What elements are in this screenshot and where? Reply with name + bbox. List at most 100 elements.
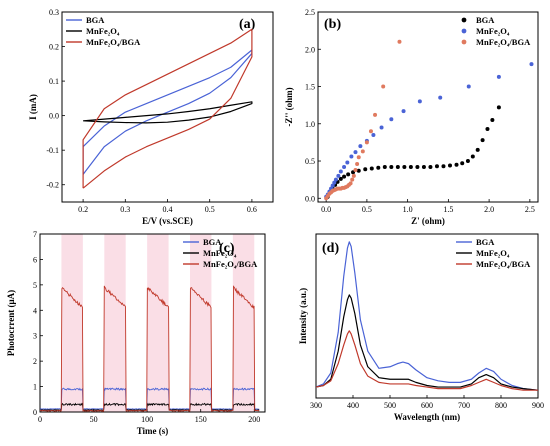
legend-label: MnFe₂O₄/BGA: [476, 37, 531, 47]
data-point: [397, 39, 402, 44]
data-point: [382, 164, 387, 169]
x-tick-label: 300: [310, 401, 322, 410]
x-tick-label: 0.3: [120, 205, 130, 214]
data-point: [465, 159, 470, 164]
y-tick-label: 7: [33, 230, 37, 239]
legend-label: BGA: [476, 237, 495, 247]
data-point: [332, 180, 337, 185]
data-point: [395, 164, 400, 169]
y-axis-label: -Z'' (ohm): [284, 87, 294, 126]
legend-marker: [461, 17, 467, 23]
series-line: [40, 285, 260, 412]
data-point: [333, 177, 338, 182]
data-point: [338, 169, 343, 174]
y-axis-label: Photocrrent (μA): [6, 290, 16, 356]
x-axis-label: Wavelength (nm): [394, 412, 460, 422]
data-point: [373, 112, 378, 117]
data-point: [356, 155, 361, 160]
light-on-band: [190, 234, 212, 412]
x-tick-label: 700: [458, 401, 470, 410]
y-axis-label: Intensity (a.u.): [298, 288, 308, 344]
data-point: [356, 168, 361, 173]
x-tick-label: 400: [347, 401, 359, 410]
legend-label: MnFe₂O₄: [203, 248, 237, 258]
y-tick-label: 0.2: [49, 43, 59, 52]
data-point: [460, 161, 465, 166]
x-tick-label: 200: [248, 415, 260, 424]
data-point: [496, 74, 501, 79]
data-point: [350, 177, 355, 182]
data-point: [381, 84, 386, 89]
series-line: [316, 330, 538, 391]
chart-panel-3: 0 50 100 150 200 0 1 2 3 4 5 6 7 Time (s) Photocrrent …: [6, 230, 266, 436]
data-point: [330, 183, 335, 188]
x-tick-label: 0.5: [205, 205, 215, 214]
legend-label: MnFe₂O₄: [86, 26, 120, 36]
y-tick-label: 2.0: [305, 45, 315, 54]
data-point: [389, 117, 394, 122]
data-point: [421, 164, 426, 169]
data-point: [438, 95, 443, 100]
data-point: [417, 99, 422, 104]
data-point: [496, 105, 501, 110]
x-tick-label: 500: [384, 401, 396, 410]
data-point: [428, 164, 433, 169]
data-point: [389, 164, 394, 169]
data-point: [338, 176, 343, 181]
x-tick-label: 800: [495, 401, 507, 410]
y-tick-label: 1: [33, 383, 37, 392]
data-point: [376, 165, 381, 170]
x-tick-label: 0.4: [163, 205, 173, 214]
x-axis-label: Z' (ohm): [411, 216, 445, 226]
panel-label: (a): [239, 17, 256, 32]
legend-label: BGA: [86, 15, 105, 25]
x-tick-label: 1.0: [403, 205, 413, 214]
x-axis-label: E/V (vs.SCE): [142, 216, 193, 226]
y-tick-label: 5: [33, 281, 37, 290]
series-line: [83, 101, 253, 124]
legend-label: MnFe₂O₄: [476, 26, 510, 36]
x-tick-label: 0.0: [321, 205, 331, 214]
data-point: [360, 149, 365, 154]
chart-panel-4: 300 400 500 600 700 800 900 Wavelength (nm) Inte…: [298, 233, 544, 422]
x-tick-label: 600: [421, 401, 433, 410]
data-point: [448, 163, 452, 168]
y-tick-label: -0.2: [46, 181, 59, 190]
panel-label: (b): [324, 17, 341, 32]
data-point: [358, 144, 363, 149]
light-on-band: [104, 234, 126, 412]
legend-label: BGA: [476, 15, 495, 25]
y-tick-label: -0.1: [46, 146, 59, 155]
data-point: [353, 150, 358, 155]
data-point: [402, 164, 407, 169]
data-point: [346, 172, 351, 177]
data-point: [363, 167, 368, 172]
light-on-band: [147, 234, 169, 412]
x-tick-label: 150: [195, 415, 207, 424]
plot-frame: [317, 11, 539, 203]
y-tick-label: 6: [33, 255, 37, 264]
y-tick-label: 0: [33, 408, 37, 417]
data-point: [379, 125, 384, 130]
data-point: [485, 126, 490, 131]
y-tick-label: 1.0: [305, 120, 315, 129]
x-tick-label: 1.5: [443, 205, 453, 214]
x-tick-label: 0.5: [362, 205, 372, 214]
x-tick-label: 50: [90, 415, 98, 424]
light-on-band: [61, 234, 83, 412]
legend-label: MnFe₂O₄/BGA: [86, 37, 141, 47]
series-line: [40, 402, 260, 411]
series-group: [316, 241, 538, 391]
y-tick-label: 4: [33, 306, 37, 315]
data-point: [364, 140, 369, 145]
x-tick-label: 100: [141, 415, 153, 424]
data-point: [345, 160, 350, 165]
x-tick-label: 2.0: [484, 205, 494, 214]
legend-label: MnFe₂O₄/BGA: [203, 259, 258, 269]
series-line: [40, 386, 260, 410]
y-tick-label: 0.1: [49, 77, 59, 86]
series-group: [82, 28, 253, 189]
panel-label: (d): [322, 241, 339, 256]
data-point: [348, 181, 353, 186]
